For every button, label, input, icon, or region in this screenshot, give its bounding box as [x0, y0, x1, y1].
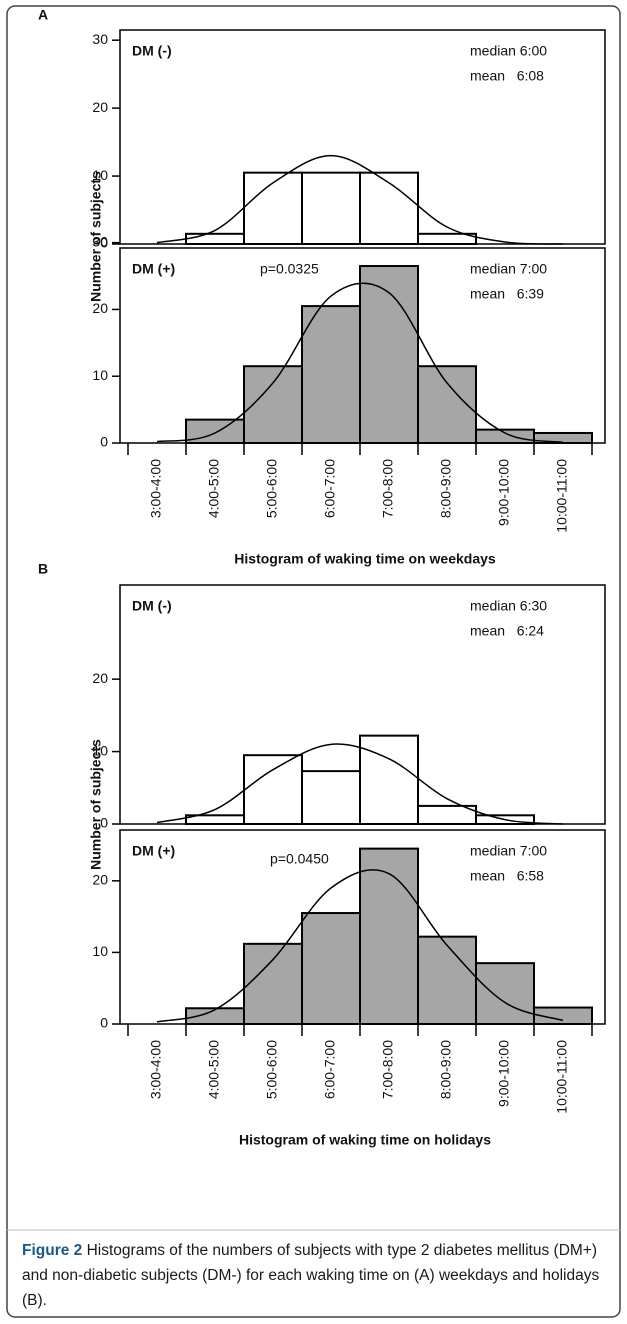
stat-label: median 7:00: [470, 261, 547, 277]
group-label: DM (-): [132, 598, 172, 614]
x-tick-label: 7:00-8:00: [380, 459, 396, 518]
bar: [417, 935, 477, 1025]
x-tick-label: 3:00-4:00: [148, 1040, 164, 1099]
x-tick-label: 4:00-5:00: [206, 459, 222, 518]
x-tick-label: 7:00-8:00: [380, 1040, 396, 1099]
bar: [417, 232, 477, 246]
bar: [475, 428, 535, 444]
x-tick-label: 6:00-7:00: [322, 1040, 338, 1099]
x-axis-label: Histogram of waking time on weekdays: [234, 551, 496, 567]
bar: [301, 171, 361, 246]
p-value: p=0.0325: [260, 261, 319, 277]
bar: [301, 912, 361, 1025]
fit-curve: [156, 869, 564, 1023]
y-tick-label: 10: [92, 367, 108, 383]
bar: [243, 942, 303, 1025]
fit-curve: [156, 743, 564, 825]
y-tick-label: 20: [92, 300, 108, 316]
y-tick-label: 10: [92, 167, 108, 183]
bar: [185, 232, 245, 246]
y-tick-label: 0: [100, 434, 108, 450]
y-tick-label: 30: [92, 31, 108, 47]
group-label: DM (-): [132, 43, 172, 59]
caption-text: Histograms of the numbers of subjects wi…: [22, 1242, 600, 1309]
x-tick-label: 8:00-9:00: [438, 1040, 454, 1099]
stat-label: mean 6:24: [470, 623, 544, 639]
x-tick-label: 8:00-9:00: [438, 459, 454, 518]
panel-letter: A: [38, 7, 48, 23]
stat-label: mean 6:58: [470, 868, 544, 884]
y-tick-label: 30: [92, 233, 108, 249]
x-tick-label: 9:00-10:00: [496, 1040, 512, 1107]
bar: [359, 265, 419, 444]
y-axis-label: Number of subjects: [88, 171, 104, 302]
bar: [533, 1006, 593, 1025]
stat-label: mean 6:39: [470, 286, 544, 302]
p-value: p=0.0450: [270, 851, 329, 867]
y-tick-label: 10: [92, 742, 108, 758]
bar: [301, 770, 361, 826]
y-tick-label: 0: [100, 235, 108, 251]
fit-curve: [156, 282, 564, 444]
x-tick-label: 5:00-6:00: [264, 1040, 280, 1099]
y-tick-label: 10: [92, 943, 108, 959]
stat-label: mean 6:08: [470, 68, 544, 84]
stat-label: median 7:00: [470, 843, 547, 859]
x-axis-label: Histogram of waking time on holidays: [239, 1132, 491, 1148]
bar: [301, 305, 361, 444]
y-axis-label: Number of subjects: [88, 739, 104, 870]
bar: [359, 171, 419, 246]
x-tick-label: 9:00-10:00: [496, 459, 512, 526]
x-tick-label: 6:00-7:00: [322, 459, 338, 518]
group-label: DM (+): [132, 261, 175, 277]
x-tick-label: 10:00-11:00: [554, 459, 570, 533]
y-tick-label: 0: [100, 1015, 108, 1031]
bar: [243, 754, 303, 825]
bar: [359, 847, 419, 1025]
panel-letter: B: [38, 561, 48, 577]
bar: [533, 431, 593, 445]
x-tick-label: 10:00-11:00: [554, 1040, 570, 1114]
stat-label: median 6:00: [470, 43, 547, 59]
stat-label: median 6:30: [470, 598, 547, 614]
group-label: DM (+): [132, 843, 175, 859]
caption: Figure 2 Histograms of the numbers of su…: [22, 1238, 607, 1313]
bar: [475, 962, 535, 1026]
bar: [359, 734, 419, 825]
y-tick-label: 20: [92, 670, 108, 686]
x-tick-label: 5:00-6:00: [264, 459, 280, 518]
y-tick-label: 20: [92, 99, 108, 115]
x-tick-label: 4:00-5:00: [206, 1040, 222, 1099]
x-tick-label: 3:00-4:00: [148, 459, 164, 518]
y-tick-label: 0: [100, 815, 108, 831]
y-tick-label: 20: [92, 872, 108, 888]
figure-frame: [6, 5, 621, 1318]
fit-curve: [156, 154, 564, 245]
caption-label: Figure 2: [22, 1242, 83, 1259]
